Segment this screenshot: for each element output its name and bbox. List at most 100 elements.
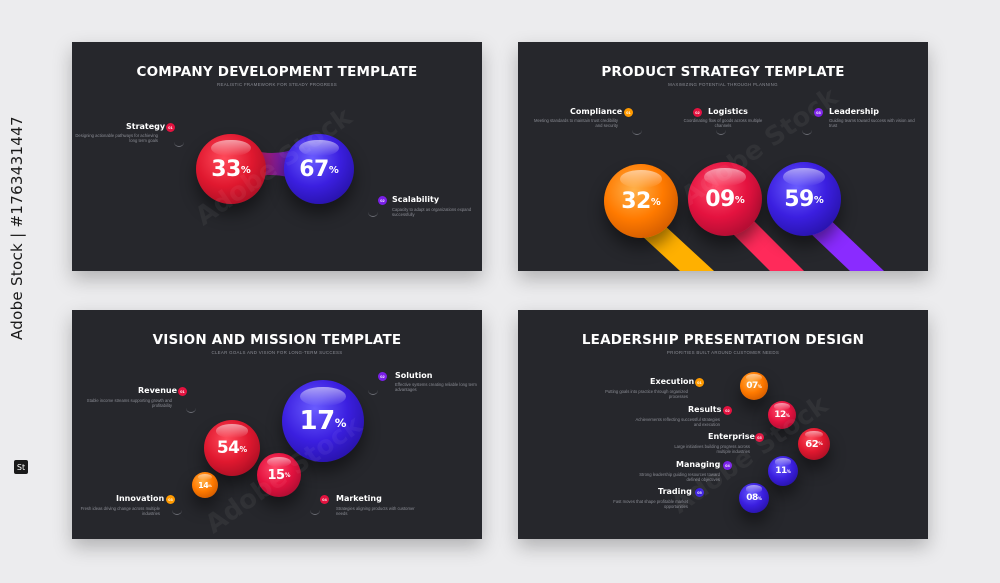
slide-subtitle: MAXIMIZING POTENTIAL THROUGH PLANNING — [668, 82, 778, 87]
slide-title: PRODUCT STRATEGY TEMPLATE — [601, 64, 845, 80]
value-text: 08 — [746, 493, 758, 503]
value-ball-09: 09% — [688, 162, 762, 236]
value-ball-08: 08% — [739, 483, 769, 513]
value-text: 54 — [216, 438, 240, 458]
item-number-badge: 03 — [814, 108, 823, 117]
item-number-badge: 02 — [723, 406, 732, 415]
item-label-marketing: Marketing — [336, 494, 382, 503]
value-text: 07 — [746, 381, 758, 391]
value-ball-32: 32% — [604, 164, 678, 238]
curve-arrow-icon — [716, 128, 726, 135]
item-desc-revenue: Stable income streams supporting growth … — [86, 398, 172, 409]
item-desc-logistics: Coordinating flow of goods across multip… — [683, 118, 763, 129]
item-number-badge: 03 — [755, 433, 764, 442]
value-text: 59 — [784, 186, 814, 212]
item-number-badge: 02 — [693, 108, 702, 117]
percent-sign: % — [284, 472, 291, 479]
item-desc-managing: Strong leadership guiding resources towa… — [639, 472, 720, 483]
value-ball-12: 12% — [768, 401, 796, 429]
curve-arrow-icon — [172, 508, 182, 515]
item-desc-scalability: Capacity to adapt as organizations expan… — [392, 207, 472, 218]
slide-product-strategy: PRODUCT STRATEGY TEMPLATE MAXIMIZING POT… — [518, 42, 928, 271]
value-text: 17 — [299, 406, 336, 436]
item-label-results: Results — [688, 405, 722, 414]
item-number-badge: 01 — [166, 123, 175, 132]
item-label-execution: Execution — [650, 377, 695, 386]
curve-arrow-icon — [174, 140, 184, 147]
item-label-scalability: Scalability — [392, 195, 440, 204]
value-ball-33: 33% — [196, 134, 266, 204]
percent-sign: % — [734, 194, 745, 206]
item-desc-marketing: Strategies aligning products with custom… — [336, 506, 415, 517]
slide-vision-mission: VISION AND MISSION TEMPLATE CLEAR GOALS … — [72, 310, 482, 539]
value-text: 09 — [705, 186, 735, 212]
item-label-compliance: Compliance — [570, 107, 623, 116]
item-label-solution: Solution — [395, 371, 433, 380]
item-number-badge: 03 — [166, 495, 175, 504]
value-ball-14: 14% — [192, 472, 218, 498]
slide-title: VISION AND MISSION TEMPLATE — [152, 332, 402, 348]
value-ball-59: 59% — [767, 162, 841, 236]
item-number-badge: 01 — [624, 108, 633, 117]
slide-subtitle: PRIORITIES BUILT AROUND CUSTOMER NEEDS — [666, 350, 780, 355]
item-label-revenue: Revenue — [138, 386, 178, 395]
value-text: 12 — [774, 410, 786, 420]
slide-title: LEADERSHIP PRESENTATION DESIGN — [581, 332, 865, 348]
item-label-leadership: Leadership — [829, 107, 879, 116]
value-text: 33 — [211, 156, 241, 182]
item-number-badge: 04 — [723, 461, 732, 470]
slide-subtitle: CLEAR GOALS AND VISION FOR LONG-TERM SUC… — [211, 350, 343, 355]
value-ball-11: 11% — [768, 456, 798, 486]
item-desc-trading: Fast moves that shape profitable market … — [613, 499, 688, 510]
percent-sign: % — [757, 384, 762, 390]
value-ball-07: 07% — [740, 372, 768, 400]
slide-company-development: COMPANY DEVELOPMENT TEMPLATE REALISTIC F… — [72, 42, 482, 271]
value-text: 67 — [299, 156, 329, 182]
item-label-trading: Trading — [658, 487, 692, 496]
item-desc-strategy: Designing actionable pathways for achiev… — [75, 133, 158, 144]
item-desc-compliance: Meeting standards to maintain trust cred… — [533, 118, 618, 129]
percent-sign: % — [650, 196, 661, 208]
curve-arrow-icon — [802, 128, 812, 135]
diagonal-bands — [616, 207, 884, 271]
percent-sign: % — [785, 413, 790, 419]
slide-subtitle: REALISTIC FRAMEWORK FOR STEADY PROGRESS — [217, 82, 337, 87]
percent-sign: % — [813, 194, 824, 206]
slide-leadership-presentation: LEADERSHIP PRESENTATION DESIGN PRIORITIE… — [518, 310, 928, 539]
item-label-managing: Managing — [676, 460, 721, 469]
percent-sign: % — [328, 164, 339, 176]
item-label-enterprise: Enterprise — [708, 432, 755, 441]
item-number-badge: 02 — [378, 196, 387, 205]
item-number-badge: 04 — [320, 495, 329, 504]
curve-arrow-icon — [310, 508, 320, 515]
curve-arrow-icon — [368, 210, 378, 217]
item-number-badge: 01 — [178, 387, 187, 396]
adobe-stock-logo: St — [14, 460, 28, 474]
value-ball-67: 67% — [284, 134, 354, 204]
item-desc-results: Achievements reflecting successful strat… — [635, 417, 721, 428]
percent-sign: % — [334, 415, 347, 430]
curve-arrow-icon — [368, 388, 378, 395]
item-desc-execution: Putting goals into practice through orga… — [605, 389, 688, 400]
item-number-badge: 01 — [695, 378, 704, 387]
stock-id-text: Adobe Stock | #1763431447 — [8, 116, 26, 340]
value-text: 32 — [621, 188, 651, 214]
item-label-logistics: Logistics — [708, 107, 748, 116]
value-text: 15 — [267, 467, 286, 483]
curve-arrow-icon — [186, 406, 196, 413]
slide-title: COMPANY DEVELOPMENT TEMPLATE — [136, 64, 418, 80]
item-desc-leadership: Guiding teams toward success with vision… — [829, 118, 915, 129]
item-number-badge: 02 — [378, 372, 387, 381]
percent-sign: % — [239, 444, 248, 454]
value-ball-17: 17% — [282, 380, 364, 462]
value-ball-15: 15% — [257, 453, 301, 497]
item-number-badge: 05 — [695, 488, 704, 497]
value-text: 11 — [775, 466, 787, 476]
curve-arrow-icon — [632, 128, 642, 135]
value-ball-54: 54% — [204, 420, 260, 476]
item-label-innovation: Innovation — [116, 494, 165, 503]
percent-sign: % — [757, 496, 762, 502]
item-desc-innovation: Fresh ideas driving change across multip… — [80, 506, 160, 517]
svg-text:St: St — [17, 463, 25, 472]
percent-sign: % — [786, 469, 791, 475]
